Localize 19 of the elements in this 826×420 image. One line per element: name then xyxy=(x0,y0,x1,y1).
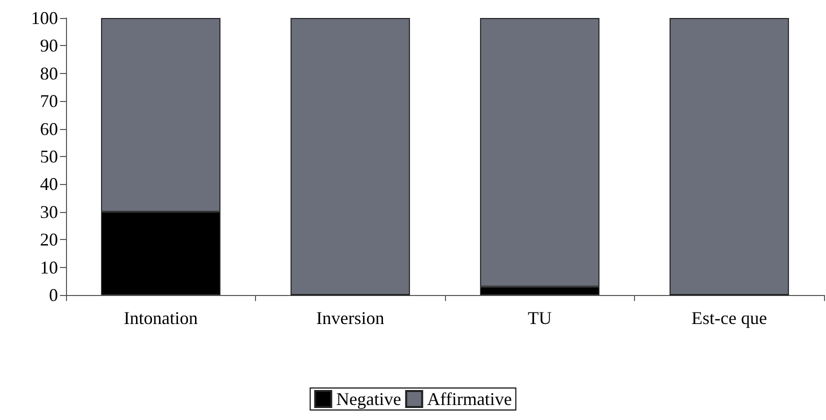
y-tick-label: 30 xyxy=(40,202,58,222)
x-tick-label: Intonation xyxy=(124,308,198,328)
y-tick-label: 80 xyxy=(40,63,58,84)
y-tick-label: 50 xyxy=(40,146,58,166)
y-tick-label: 40 xyxy=(40,174,58,194)
x-tick-label: Est-ce que xyxy=(692,308,767,328)
bar xyxy=(290,18,410,295)
legend-label: Negative xyxy=(336,389,402,409)
x-tick-label: Inversion xyxy=(316,308,384,328)
y-tick-label: 60 xyxy=(40,118,58,139)
legend-label: Affirmative xyxy=(427,389,512,409)
x-tick-label: TU xyxy=(528,308,552,328)
y-tick-label: 10 xyxy=(40,257,58,278)
bar xyxy=(670,18,789,295)
y-tick-label: 100 xyxy=(31,8,58,28)
y-tick-label: 90 xyxy=(40,36,58,56)
y-tick-label: 70 xyxy=(40,91,58,112)
y-tick-label: 20 xyxy=(40,230,58,250)
y-tick-label: 0 xyxy=(49,285,58,305)
